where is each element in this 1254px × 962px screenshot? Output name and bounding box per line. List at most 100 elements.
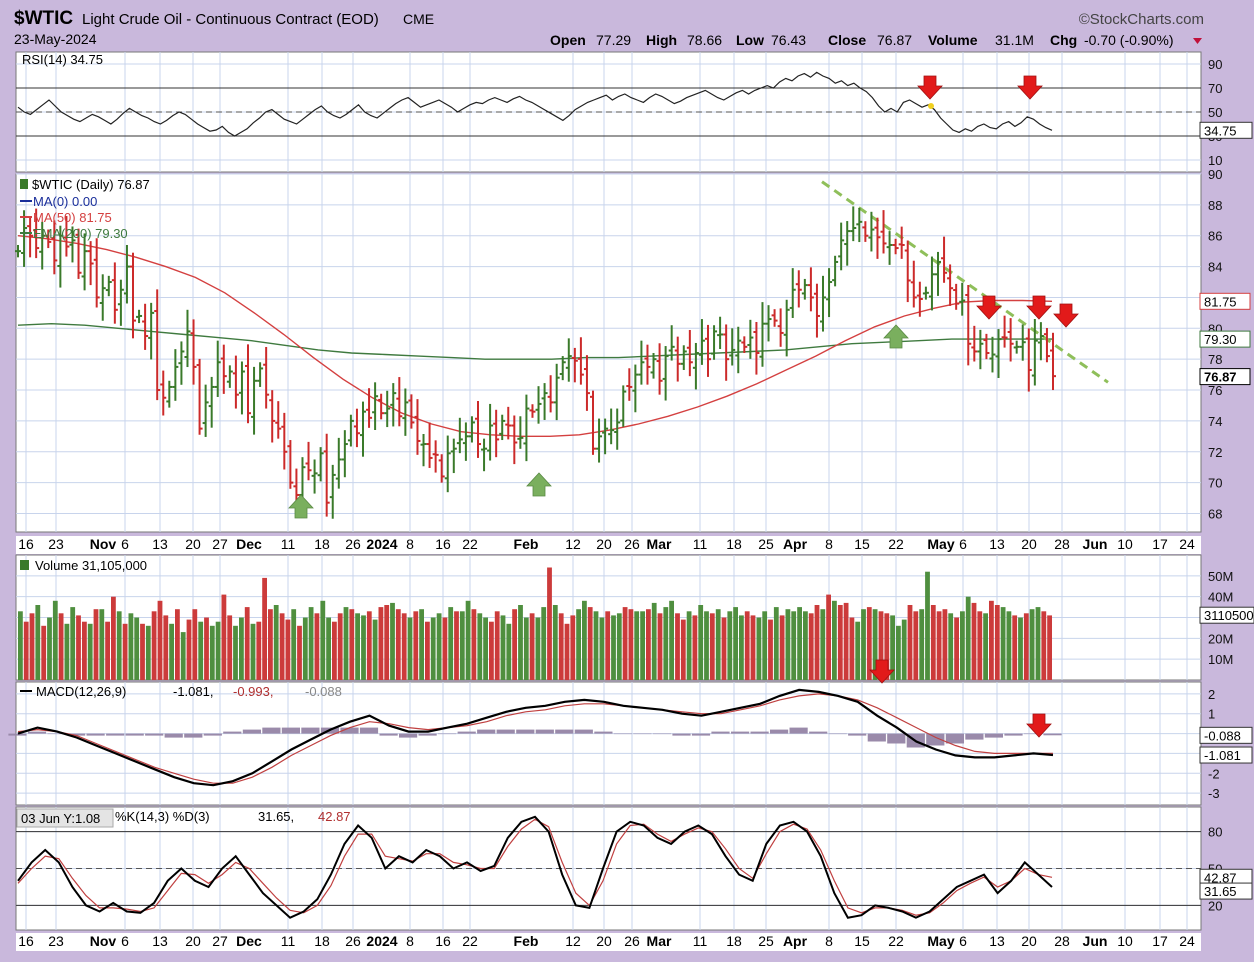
price-bar [602, 418, 609, 455]
volume-bar [494, 611, 500, 681]
price-bar [511, 415, 518, 465]
x-tick-label: 8 [825, 933, 833, 949]
volume-bar [454, 611, 459, 681]
y-tick-label: 76 [1208, 383, 1222, 398]
volume-bar [843, 602, 849, 680]
volume-bar [64, 623, 70, 681]
volume-bar [128, 613, 134, 680]
price-bar [892, 238, 899, 255]
price-bar [178, 341, 185, 385]
macd-histogram-bar [184, 733, 203, 738]
volume-bar [134, 617, 140, 680]
volume-bar [250, 623, 256, 681]
volume-bar [76, 615, 81, 680]
symbol: $WTIC [14, 8, 73, 29]
volume-bar [587, 607, 593, 680]
price-bar [238, 361, 245, 415]
volume-value-tag: 31105000 [1204, 608, 1254, 623]
macd-histogram-bar [789, 727, 808, 734]
macd-histogram-bar [711, 731, 730, 734]
price-bar [832, 255, 839, 287]
price-bar [154, 289, 161, 401]
price-bar [117, 279, 124, 326]
volume-bar [1012, 615, 1018, 680]
price-bar [311, 459, 318, 494]
macd-histogram-bar [457, 731, 476, 734]
price-bar [862, 221, 869, 242]
price-bar [305, 441, 312, 481]
volume-bar [913, 611, 919, 681]
price-bar [783, 299, 790, 357]
x-tick-label: Apr [783, 536, 808, 552]
volume-bar [151, 611, 157, 681]
volume-bar [279, 613, 285, 680]
legend-entry: EMA(200) 79.30 [33, 226, 128, 241]
legend-entry: MA(0) 0.00 [33, 194, 97, 209]
price-bar [226, 365, 233, 388]
stoch-d-line [17, 818, 1053, 916]
price-bar [275, 401, 282, 439]
price-bar [910, 260, 917, 308]
price-bar [232, 355, 239, 409]
price-bar [111, 262, 118, 324]
x-tick-label: Jun [1083, 933, 1108, 949]
x-tick-label: 17 [1152, 933, 1168, 949]
x-tick-label: 13 [152, 933, 168, 949]
price-bar [577, 337, 584, 385]
volume-label: Volume [928, 32, 978, 48]
x-tick-label: 20 [596, 536, 612, 552]
price-bar [1043, 328, 1050, 363]
price-bar [487, 403, 494, 461]
price-bar [335, 437, 342, 489]
volume-bar [157, 600, 163, 680]
volume-bar [523, 617, 529, 680]
x-tick-label: 6 [121, 536, 129, 552]
volume-bar [896, 625, 901, 680]
volume-bar [180, 632, 186, 680]
x-tick-label: 27 [212, 933, 228, 949]
y-tick-label: 10M [1208, 652, 1233, 667]
volume-bar [564, 623, 570, 681]
price-bar [269, 390, 276, 443]
x-tick-label: 20 [185, 536, 201, 552]
y-tick-label: 90 [1208, 57, 1222, 72]
price-bar [850, 206, 857, 242]
volume-bar [244, 607, 250, 680]
volume-bar [489, 621, 494, 680]
price-bar [378, 393, 385, 420]
price-bar [523, 394, 530, 462]
volume-bar [983, 613, 988, 680]
volume-bar [82, 621, 87, 680]
volume-bar [419, 609, 424, 680]
volume-bar [739, 615, 744, 680]
volume-bar [634, 611, 640, 681]
price-bar [39, 221, 46, 270]
price-bar [166, 380, 173, 408]
volume-bar [175, 609, 180, 680]
price-bar [608, 408, 615, 445]
as-of-date: 23-May-2024 [14, 31, 97, 47]
volume-bar [721, 617, 727, 680]
price-bar [535, 386, 542, 424]
buy-signal-arrow-icon [526, 472, 552, 497]
x-tick-label: 10 [1117, 536, 1133, 552]
volume-bar [872, 609, 878, 680]
volume-bar [820, 609, 826, 680]
volume-bar [308, 607, 314, 680]
x-tick-label: 26 [624, 536, 640, 552]
volume-bar [936, 611, 942, 681]
price-bar [75, 228, 82, 279]
price-bar [698, 319, 705, 365]
price-bar [196, 358, 203, 435]
volume-bar [605, 611, 611, 681]
y-tick-label: 40M [1208, 590, 1233, 605]
price-bar [735, 326, 742, 374]
price-bar [184, 309, 191, 368]
volume-bar [692, 615, 698, 680]
buy-signal-arrow-icon [288, 494, 314, 519]
low-value: 76.43 [771, 32, 806, 48]
price-bar [281, 412, 288, 470]
volume-bar [239, 617, 244, 680]
volume-bar [582, 600, 587, 680]
price-bar [838, 222, 845, 271]
